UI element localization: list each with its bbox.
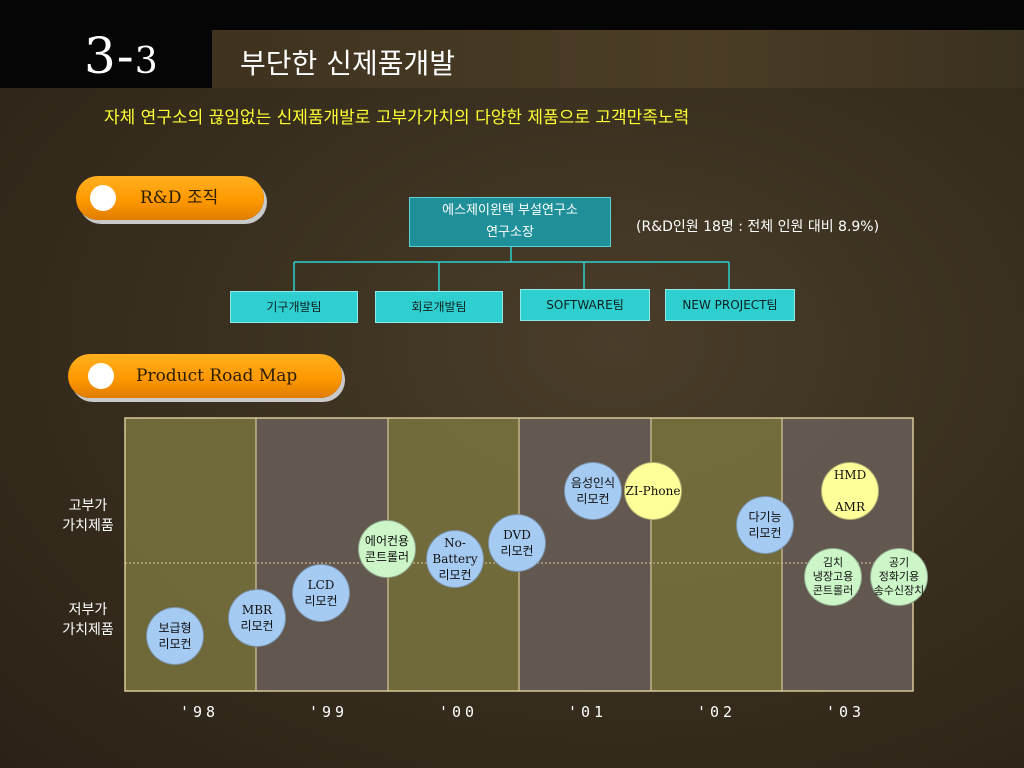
year-column-02 — [651, 418, 782, 691]
bullet-dot-icon — [88, 363, 114, 389]
year-label-00: '00 — [439, 703, 479, 721]
product-bubble: LCD 리모컨 — [292, 564, 350, 622]
section-number: 3-3 — [84, 27, 159, 85]
org-lab-box: 에스제이윈텍 부설연구소 연구소장 — [409, 197, 611, 247]
row-label-high-value: 고부가 가치제품 — [62, 498, 114, 534]
product-bubble: 에어컨용 콘트롤러 — [358, 520, 416, 578]
year-label-98: '98 — [180, 703, 220, 721]
product-bubble: No-Battery 리모컨 — [426, 530, 484, 588]
product-bubble: 공기 정화기용 송수신장치 — [870, 548, 928, 606]
org-lab-name: 에스제이윈텍 부설연구소 — [442, 203, 578, 218]
org-team-mechanical: 기구개발팀 — [230, 291, 358, 323]
page-title: 부단한 신제품개발 — [240, 47, 455, 80]
bullet-dot-icon — [90, 185, 116, 211]
rnd-section-pill: R&D 조직 — [76, 176, 264, 220]
roadmap-section-pill: Product Road Map — [68, 354, 342, 398]
year-label-01: '01 — [568, 703, 608, 721]
product-bubble: DVD 리모컨 — [488, 514, 546, 572]
product-bubble: 음성인식 리모컨 — [564, 462, 622, 520]
org-lab-head: 연구소장 — [486, 225, 534, 240]
org-team-circuit: 회로개발팀 — [375, 291, 503, 323]
product-bubble: MBR 리모컨 — [228, 589, 286, 647]
product-bubble: 보급형 리모컨 — [146, 607, 204, 665]
row-label-low-value: 저부가 가치제품 — [62, 602, 114, 638]
rnd-ratio-note: (R&D인원 18명 : 전체 인원 대비 8.9%) — [636, 219, 880, 235]
year-label-99: '99 — [309, 703, 349, 721]
rnd-section-label: R&D 조직 — [140, 188, 219, 208]
page-subtitle: 자체 연구소의 끊임없는 신제품개발로 고부가가치의 다양한 제품으로 고객만족… — [104, 108, 690, 128]
org-team-software: SOFTWARE팀 — [520, 289, 650, 321]
product-bubble: 김치 냉장고용 콘트롤러 — [804, 548, 862, 606]
year-label-02: '02 — [697, 703, 737, 721]
org-team-new-project: NEW PROJECT팀 — [665, 289, 795, 321]
year-label-03: '03 — [826, 703, 866, 721]
product-bubble: ZI-Phone — [624, 462, 682, 520]
product-bubble: 다기능 리모컨 — [736, 496, 794, 554]
product-bubble: HMD AMR — [821, 462, 879, 520]
roadmap-section-label: Product Road Map — [136, 366, 298, 386]
title-bar — [212, 30, 1024, 88]
